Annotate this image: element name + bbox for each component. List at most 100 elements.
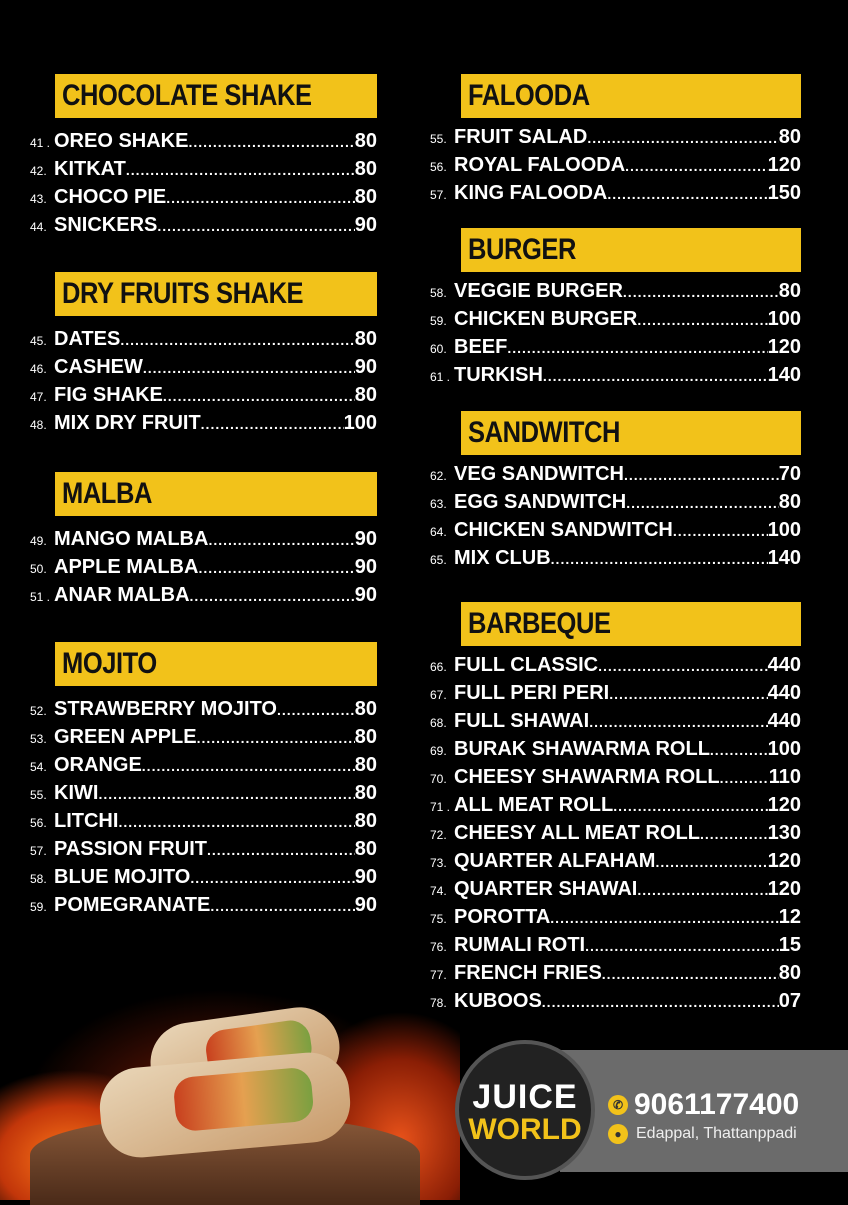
item-price: 07 — [778, 990, 801, 1012]
dot-leader — [210, 898, 354, 914]
menu-item: 78. KUBOOS 07 — [430, 990, 801, 1018]
item-name: FRENCH FRIES — [454, 962, 602, 984]
item-price: 120 — [767, 850, 801, 872]
item-name: POMEGRANATE — [54, 894, 211, 916]
item-number: 59. — [430, 314, 447, 328]
item-price: 130 — [767, 822, 801, 844]
item-price: 440 — [767, 710, 801, 732]
section-title: FALOODA — [468, 79, 590, 112]
item-number: 43. — [30, 192, 47, 206]
menu-item: 75. POROTTA 12 — [430, 906, 801, 934]
dot-leader — [201, 416, 344, 432]
dot-leader — [637, 882, 767, 898]
contact-band — [560, 1050, 848, 1172]
item-name: STRAWBERRY MOJITO — [54, 698, 277, 720]
item-name: QUARTER ALFAHAM — [454, 850, 656, 872]
item-price: 140 — [767, 547, 801, 569]
item-number: 69. — [430, 744, 447, 758]
menu-item: 53. GREEN APPLE 80 — [30, 726, 377, 754]
location-pin-icon: ● — [608, 1124, 628, 1144]
item-number: 77. — [430, 968, 447, 982]
item-name: KITKAT — [54, 158, 126, 180]
dot-leader — [118, 814, 354, 830]
menu-item: 43. CHOCO PIE 80 — [30, 186, 377, 214]
menu-item: 47. FIG SHAKE 80 — [30, 384, 377, 412]
phone-number[interactable]: ✆ 9061177400 — [608, 1088, 799, 1122]
dot-leader — [142, 758, 355, 774]
menu-item: 63. EGG SANDWITCH 80 — [430, 491, 801, 519]
dot-leader — [98, 786, 354, 802]
menu-section: MOJITO 52. STRAWBERRY MOJITO 80 53. GREEN APP… — [30, 642, 377, 922]
item-number: 71 . — [430, 800, 451, 814]
dot-leader — [277, 702, 355, 718]
item-name: CHEESY SHAWARMA ROLL — [454, 766, 720, 788]
item-price: 120 — [767, 878, 801, 900]
dot-leader — [197, 730, 355, 746]
item-name: VEGGIE BURGER — [454, 280, 623, 302]
item-name: FRUIT SALAD — [454, 126, 588, 148]
item-name: FULL SHAWAI — [454, 710, 590, 732]
logo-line1: JUICE — [472, 1078, 578, 1116]
dot-leader — [607, 186, 767, 202]
item-price: 100 — [767, 308, 801, 330]
item-price: 90 — [354, 214, 377, 236]
item-number: 52. — [30, 704, 47, 718]
menu-section: FALOODA 55. FRUIT SALAD 80 56. ROYAL FALOODA 1… — [430, 74, 801, 210]
menu-item: 42. KITKAT 80 — [30, 158, 377, 186]
juice-world-logo: JUICE WORLD — [455, 1040, 595, 1180]
item-number: 56. — [430, 160, 447, 174]
dot-leader — [551, 551, 768, 567]
menu-item: 58. VEGGIE BURGER 80 — [430, 280, 801, 308]
item-name: CHOCO PIE — [54, 186, 167, 208]
dot-leader — [609, 686, 767, 702]
item-name: FULL CLASSIC — [454, 654, 599, 676]
item-name: CHICKEN BURGER — [454, 308, 638, 330]
item-price: 80 — [354, 186, 377, 208]
menu-item: 64. CHICKEN SANDWITCH 100 — [430, 519, 801, 547]
dot-leader — [602, 966, 779, 982]
section-title: CHOCOLATE SHAKE — [62, 79, 312, 112]
item-name: KUBOOS — [454, 990, 542, 1012]
menu-item: 68. FULL SHAWAI 440 — [430, 710, 801, 738]
menu-item: 69. BURAK SHAWARMA ROLL 100 — [430, 738, 801, 766]
item-number: 68. — [430, 716, 447, 730]
item-number: 70. — [430, 772, 447, 786]
item-price: 440 — [767, 682, 801, 704]
menu-item: 66. FULL CLASSIC 440 — [430, 654, 801, 682]
item-price: 80 — [778, 280, 801, 302]
item-name: ROYAL FALOODA — [454, 154, 626, 176]
item-name: ORANGE — [54, 754, 142, 776]
section-header: MOJITO — [55, 642, 377, 686]
item-name: SNICKERS — [54, 214, 158, 236]
menu-item: 61 .TURKISH 140 — [430, 364, 801, 392]
item-price: 120 — [767, 336, 801, 358]
item-name: MANGO MALBA — [54, 528, 209, 550]
dot-leader — [637, 312, 767, 328]
dot-leader — [207, 842, 355, 858]
item-price: 80 — [354, 328, 377, 350]
item-price: 80 — [354, 384, 377, 406]
item-price: 80 — [354, 810, 377, 832]
item-price: 80 — [778, 126, 801, 148]
item-number: 55. — [30, 788, 47, 802]
item-number: 57. — [30, 844, 47, 858]
item-price: 80 — [354, 782, 377, 804]
item-number: 51 . — [30, 590, 51, 604]
item-number: 42. — [30, 164, 47, 178]
section-header: DRY FRUITS SHAKE — [55, 272, 377, 316]
item-name: CHICKEN SANDWITCH — [454, 519, 673, 541]
item-name: PASSION FRUIT — [54, 838, 207, 860]
item-price: 12 — [778, 906, 801, 928]
menu-item: 77. FRENCH FRIES 80 — [430, 962, 801, 990]
item-name: BEEF — [454, 336, 508, 358]
item-number: 44. — [30, 220, 47, 234]
dot-leader — [190, 870, 354, 886]
menu-item: 57. PASSION FRUIT 80 — [30, 838, 377, 866]
dot-leader — [198, 560, 354, 576]
item-number: 62. — [430, 469, 447, 483]
item-name: CASHEW — [54, 356, 143, 378]
section-header: SANDWITCH — [461, 411, 801, 455]
item-number: 47. — [30, 390, 47, 404]
item-price: 110 — [768, 766, 801, 788]
